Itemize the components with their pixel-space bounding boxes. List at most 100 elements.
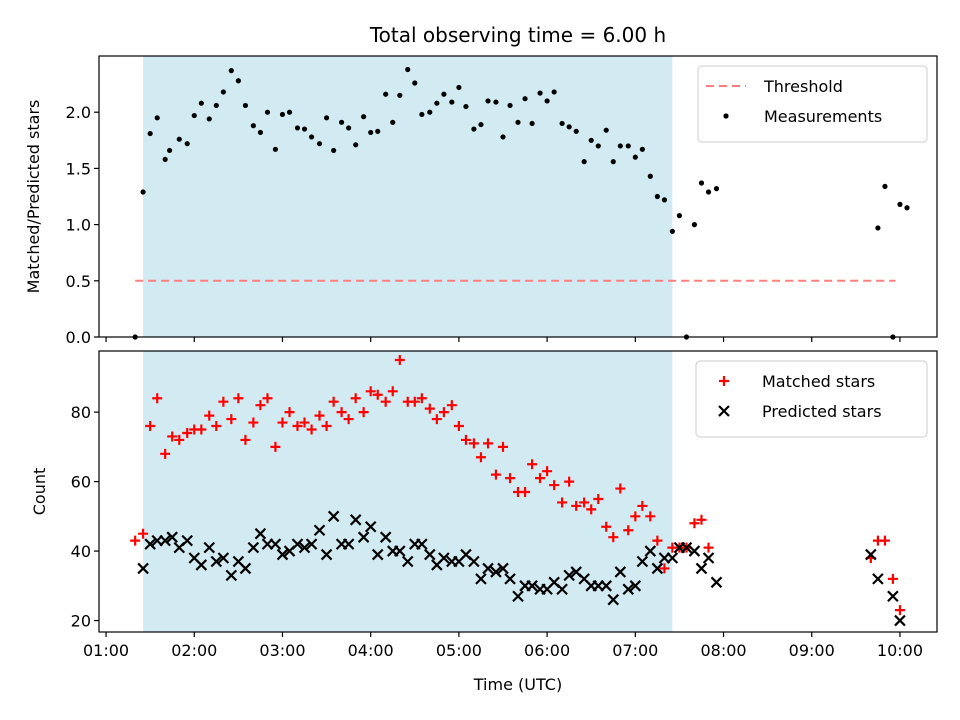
- data-point: [206, 116, 212, 122]
- data-point: [424, 548, 436, 561]
- data-point: [140, 189, 146, 195]
- data-point: [482, 562, 494, 575]
- data-point: [233, 393, 244, 404]
- data-point: [894, 614, 906, 627]
- data-point: [247, 541, 260, 554]
- data-point: [277, 417, 288, 428]
- data-point: [387, 386, 398, 397]
- data-point: [629, 580, 642, 592]
- data-point: [563, 569, 575, 582]
- data-point: [372, 389, 383, 400]
- data-point: [551, 89, 557, 95]
- y-tick-label: 1.0: [66, 216, 91, 235]
- x-tick-label: 05:00: [436, 641, 482, 660]
- x-tick-label: 10:00: [877, 641, 923, 660]
- data-point: [239, 562, 252, 575]
- data-point: [184, 141, 190, 147]
- data-point: [279, 111, 286, 118]
- data-point: [661, 197, 668, 203]
- data-point: [198, 100, 204, 106]
- data-point: [272, 146, 279, 152]
- data-point: [882, 183, 888, 189]
- data-point: [228, 68, 234, 74]
- data-point: [137, 562, 149, 575]
- data-point: [130, 535, 141, 546]
- data-point: [468, 438, 479, 449]
- legend-box: [697, 65, 928, 143]
- data-point: [698, 180, 705, 186]
- data-point: [250, 123, 256, 129]
- legend-swatch: [719, 376, 729, 386]
- data-point: [368, 129, 374, 136]
- data-point: [632, 154, 638, 160]
- legend-item: Measurements: [723, 107, 882, 126]
- data-point: [394, 545, 406, 557]
- data-point: [298, 541, 311, 554]
- data-point: [600, 580, 612, 592]
- data-point: [147, 130, 153, 137]
- data-point: [350, 393, 361, 404]
- data-point: [144, 538, 156, 550]
- legend: Matched stars Predicted stars: [695, 360, 928, 438]
- data-point: [490, 566, 502, 578]
- y-tick-label: 60: [71, 473, 91, 492]
- data-point: [313, 524, 326, 537]
- data-point: [468, 555, 480, 568]
- data-point: [614, 566, 627, 578]
- x-tick-label: 09:00: [789, 641, 835, 660]
- data-point: [138, 528, 149, 539]
- data-point: [358, 407, 369, 418]
- data-point: [680, 541, 693, 554]
- data-point: [579, 497, 590, 508]
- data-point: [696, 514, 707, 525]
- data-point: [571, 500, 582, 511]
- data-point: [456, 84, 462, 91]
- data-point: [364, 520, 377, 533]
- y-tick-label: 20: [71, 612, 91, 631]
- data-point: [320, 548, 333, 561]
- data-point: [710, 576, 723, 589]
- data-point: [449, 99, 455, 105]
- data-point: [167, 431, 178, 442]
- x-tick-label: 01:00: [83, 641, 129, 660]
- data-point: [284, 407, 295, 418]
- data-point: [342, 538, 355, 550]
- data-point: [152, 393, 163, 404]
- data-point: [475, 573, 487, 585]
- data-point: [349, 514, 362, 526]
- data-point: [338, 119, 345, 125]
- data-point: [331, 147, 337, 154]
- data-point: [262, 393, 273, 404]
- data-point: [676, 213, 683, 219]
- legend-item: Predicted stars: [718, 402, 882, 421]
- data-point: [264, 109, 271, 115]
- y-axis-title: Matched/Predicted stars: [24, 100, 43, 294]
- data-point: [327, 510, 340, 523]
- data-point: [887, 573, 898, 584]
- legend-label: Threshold: [763, 77, 843, 96]
- data-point: [512, 590, 524, 603]
- count-panel: 20 40 60 80 01:00 02:00 03:00 04:00 05:00 06:00 07…: [30, 350, 938, 660]
- data-point: [174, 434, 185, 445]
- data-point: [625, 143, 631, 149]
- legend-label: Matched stars: [762, 372, 875, 391]
- data-point: [689, 518, 700, 529]
- data-point: [504, 573, 516, 585]
- data-point: [299, 417, 310, 428]
- legend: Threshold Measurements: [697, 65, 928, 143]
- data-point: [617, 143, 623, 149]
- data-point: [460, 434, 471, 445]
- data-point: [343, 414, 354, 425]
- data-point: [196, 424, 207, 435]
- data-point: [607, 593, 620, 606]
- data-point: [213, 102, 219, 109]
- y-tick-label: 80: [71, 403, 91, 422]
- data-point: [475, 452, 486, 463]
- legend-label: Measurements: [764, 107, 882, 126]
- data-point: [515, 119, 521, 125]
- data-point: [529, 120, 535, 127]
- data-point: [581, 159, 587, 165]
- data-point: [181, 534, 193, 547]
- data-point: [257, 129, 264, 136]
- data-point: [145, 421, 156, 432]
